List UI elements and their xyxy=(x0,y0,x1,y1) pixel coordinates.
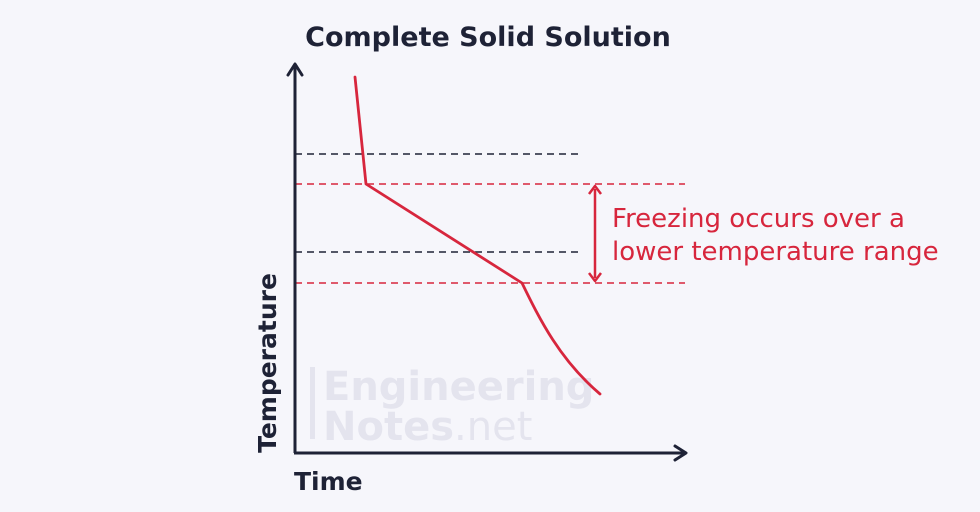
watermark: Engineering Notes.net xyxy=(310,364,594,450)
watermark-line2: Notes.net xyxy=(323,404,532,450)
x-axis-label: Time xyxy=(294,467,363,496)
watermark-line2-light: .net xyxy=(454,404,532,450)
y-axis-label: Temperature xyxy=(253,273,282,453)
y-axis-arrow xyxy=(286,62,304,77)
x-axis-arrow xyxy=(673,444,688,462)
axes xyxy=(286,62,688,462)
watermark-line2-bold: Notes xyxy=(323,404,454,450)
cooling-curve xyxy=(353,75,602,396)
annotation-line2: lower temperature range xyxy=(612,237,939,267)
diagram-title: Complete Solid Solution xyxy=(305,22,671,53)
watermark-bar xyxy=(310,367,315,439)
range-arrow-head-down xyxy=(588,272,602,283)
freezing-range-arrow xyxy=(588,184,602,283)
range-arrow-head-up xyxy=(588,184,602,195)
watermark-line1: Engineering xyxy=(323,364,594,410)
annotation-line1: Freezing occurs over a xyxy=(612,204,905,234)
